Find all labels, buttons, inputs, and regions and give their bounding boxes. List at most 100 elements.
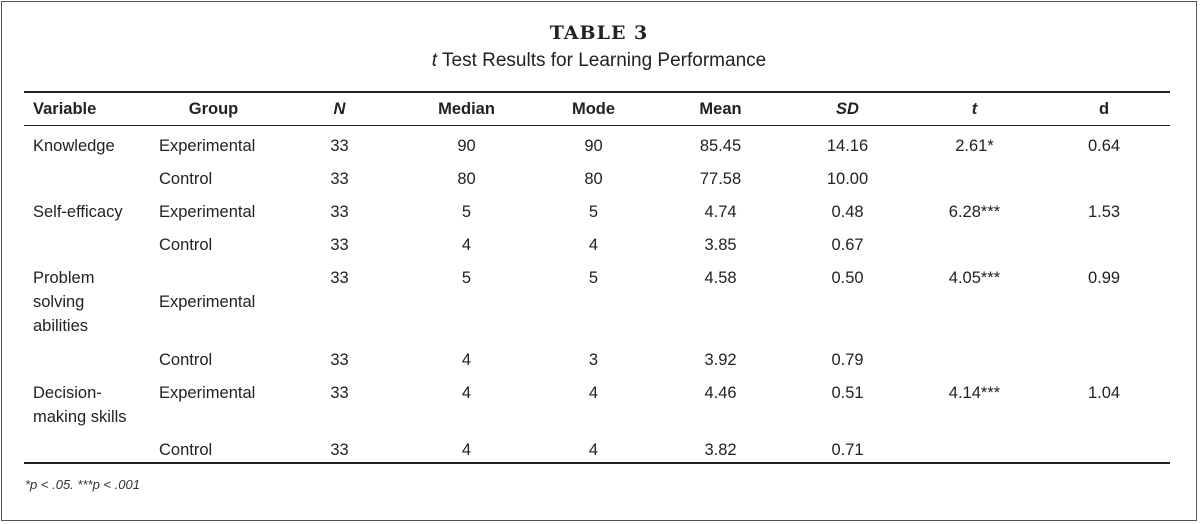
cell-variable: Self-efficacy: [33, 203, 123, 221]
cell-sd: 0.79: [831, 351, 864, 369]
cell-group: Control: [159, 236, 213, 254]
col-header-t: t: [971, 99, 978, 118]
table-row: Control 33 80 80 77.58 10.00: [24, 167, 1170, 191]
cell-variable: [24, 438, 151, 462]
cell-t: [911, 167, 1038, 191]
cell-mode: 80: [584, 170, 603, 188]
table-row: Control 33 4 4 3.85 0.67: [24, 233, 1170, 257]
cell-variable: Problem solving abilities: [33, 269, 95, 335]
cell-mode: 3: [588, 351, 599, 369]
top-rule: [24, 91, 1170, 93]
table-row: Problem solving abilities Experimental 3…: [24, 266, 1170, 338]
cell-group: Control: [159, 351, 213, 369]
col-header-mean: Mean: [699, 99, 742, 118]
cell-t: 2.61*: [955, 137, 994, 155]
cell-sd: 0.51: [831, 384, 864, 402]
col-header-group: Group: [188, 99, 239, 118]
cell-variable: [24, 348, 151, 372]
table-title: t Test Results for Learning Performance: [2, 50, 1196, 72]
cell-t: 4.14***: [948, 384, 1001, 402]
table-title-italic: t: [431, 50, 438, 71]
cell-group: Experimental: [159, 384, 256, 402]
table-row: Control 33 4 3 3.92 0.79: [24, 348, 1170, 372]
table-label: TABLE 3: [549, 22, 649, 44]
cell-d: 0.64: [1087, 137, 1121, 155]
cell-group: Experimental: [159, 137, 256, 155]
cell-t: [911, 438, 1038, 462]
cell-n: 33: [330, 236, 349, 254]
cell-sd: 10.00: [826, 170, 869, 188]
cell-group: Control: [159, 170, 213, 188]
table-row: Self-efficacy Experimental 33 5 5 4.74 0…: [24, 200, 1170, 224]
cell-mode: 4: [588, 384, 599, 402]
table-title-text: Test Results for Learning Performance: [437, 50, 767, 71]
bottom-rule: [24, 462, 1170, 464]
col-header-sd: SD: [836, 99, 859, 118]
cell-median: 5: [461, 203, 472, 221]
cell-median: 80: [457, 170, 476, 188]
cell-median: 4: [461, 384, 472, 402]
cell-mean: 77.58: [699, 170, 742, 188]
cell-d: [1038, 233, 1170, 257]
cell-mean: 85.45: [699, 137, 742, 155]
cell-t: [911, 233, 1038, 257]
cell-d: 1.04: [1087, 384, 1121, 402]
cell-mode: 5: [588, 269, 599, 287]
cell-group: Control: [159, 441, 213, 459]
cell-group: Experimental: [159, 293, 256, 311]
cell-mode: 4: [588, 441, 599, 459]
cell-n: 33: [330, 170, 349, 188]
results-table: Variable Group N Median Mode Mean SD t d…: [24, 93, 1170, 462]
cell-mean: 4.74: [704, 203, 737, 221]
cell-d: [1038, 167, 1170, 191]
cell-t: 6.28***: [948, 203, 1001, 221]
table-row: Knowledge Experimental 33 90 90 85.45 14…: [24, 134, 1170, 158]
cell-variable: [24, 167, 151, 191]
cell-median: 4: [461, 236, 472, 254]
cell-d: [1038, 438, 1170, 462]
cell-sd: 14.16: [826, 137, 869, 155]
cell-group: Experimental: [159, 203, 256, 221]
cell-d: 1.53: [1087, 203, 1121, 221]
cell-mean: 3.85: [704, 236, 737, 254]
cell-n: 33: [330, 203, 349, 221]
header-row: Variable Group N Median Mode Mean SD t d: [24, 93, 1170, 125]
cell-variable: [24, 233, 151, 257]
cell-n: 33: [330, 351, 349, 369]
cell-mode: 5: [588, 203, 599, 221]
cell-n: 33: [330, 269, 349, 287]
cell-n: 33: [330, 384, 349, 402]
col-header-variable: Variable: [33, 99, 97, 118]
cell-n: 33: [330, 137, 349, 155]
col-header-mode: Mode: [571, 99, 616, 118]
table-row: Decision-making skills Experimental 33 4…: [24, 381, 1170, 429]
cell-median: 4: [461, 441, 472, 459]
cell-t: [911, 348, 1038, 372]
table-footnote: *p < .05. ***p < .001: [25, 477, 140, 492]
cell-median: 5: [461, 269, 472, 287]
cell-t: 4.05***: [948, 269, 1001, 287]
cell-n: 33: [330, 441, 349, 459]
cell-variable: Decision-making skills: [33, 384, 127, 426]
cell-mean: 4.46: [704, 384, 737, 402]
col-header-median: Median: [438, 99, 495, 118]
cell-sd: 0.48: [831, 203, 864, 221]
col-header-d: d: [1098, 99, 1110, 118]
cell-mean: 4.58: [704, 269, 737, 287]
cell-mean: 3.92: [704, 351, 737, 369]
col-header-n: N: [333, 99, 346, 118]
cell-d: [1038, 348, 1170, 372]
cell-median: 90: [457, 137, 476, 155]
cell-variable: Knowledge: [33, 137, 115, 155]
cell-mode: 4: [588, 236, 599, 254]
cell-sd: 0.50: [831, 269, 864, 287]
cell-sd: 0.67: [831, 236, 864, 254]
cell-mean: 3.82: [704, 441, 737, 459]
cell-mode: 90: [584, 137, 603, 155]
cell-d: 0.99: [1087, 269, 1121, 287]
header-rule: [24, 125, 1170, 126]
cell-sd: 0.71: [831, 441, 864, 459]
cell-median: 4: [461, 351, 472, 369]
table-row: Control 33 4 4 3.82 0.71: [24, 438, 1170, 462]
